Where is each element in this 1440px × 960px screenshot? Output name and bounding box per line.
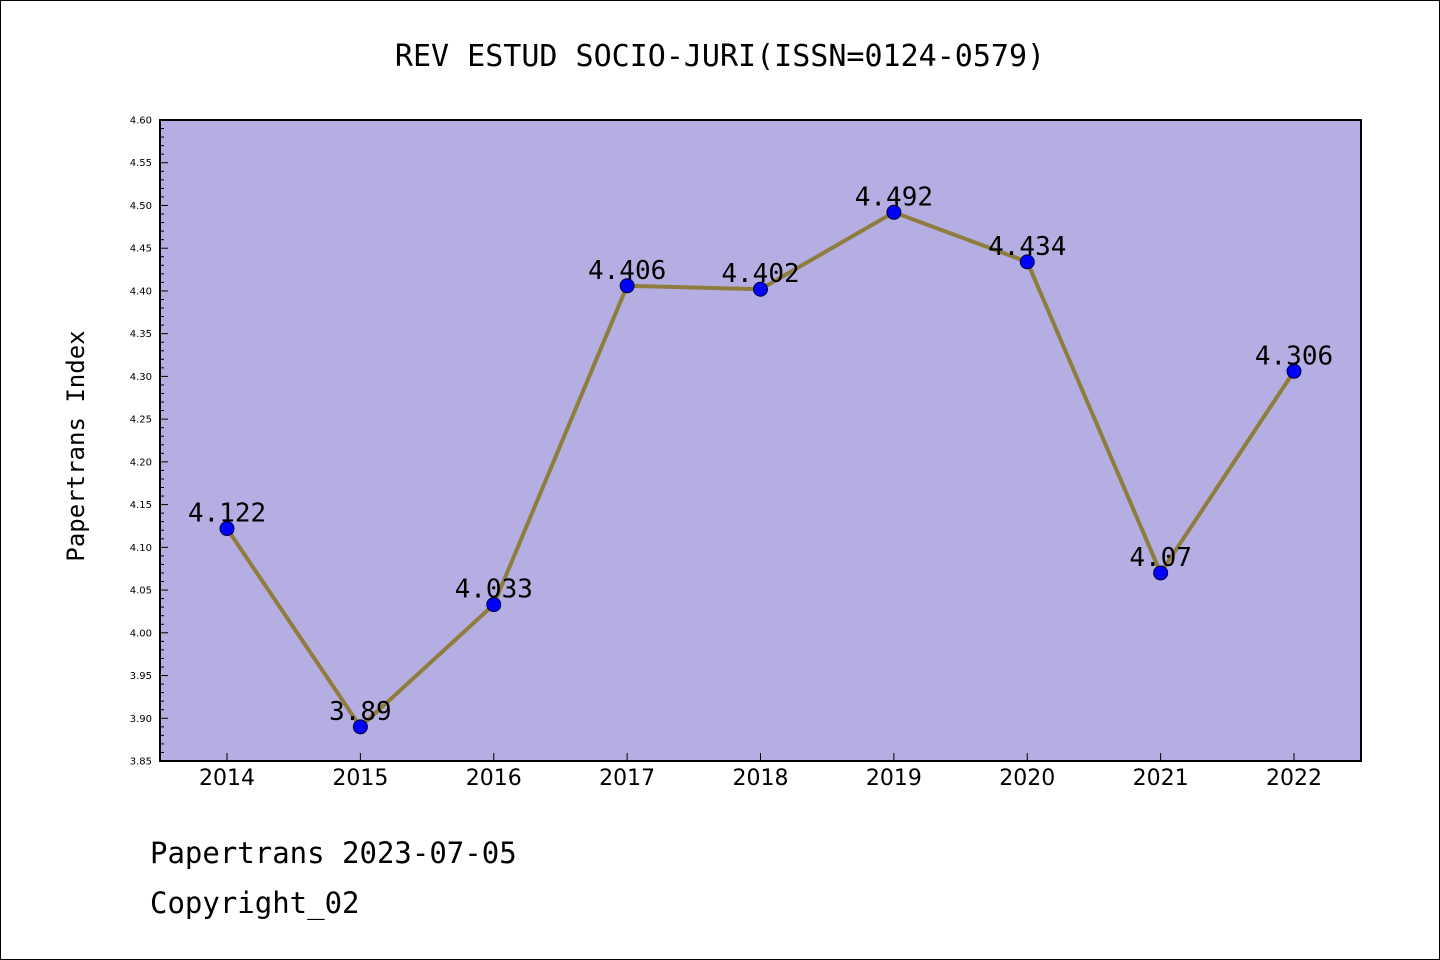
data-point (352, 719, 368, 735)
y-tick-label: 3.90 (130, 714, 152, 725)
y-tick-label: 3.85 (130, 757, 152, 768)
x-tick-label: 2021 (1133, 766, 1189, 791)
x-axis: 2014 2015 2016 2017 2018 2019 2020 2021 2022 (199, 753, 1322, 791)
data-labels: 4.122 3.89 4.033 4.406 4.402 4.492 4.434 4.07 4.… (188, 182, 1333, 727)
y-axis-label: Papertrans Index (62, 330, 90, 561)
x-tick-label: 2022 (1266, 766, 1322, 791)
data-label: 4.434 (988, 232, 1066, 262)
data-point (486, 597, 502, 613)
plot-area (159, 119, 1362, 762)
footer-date: Papertrans 2023-07-05 (150, 836, 517, 870)
data-label: 4.492 (855, 182, 933, 212)
x-tick-label: 2016 (466, 766, 522, 791)
chart-title: REV ESTUD SOCIO-JURI(ISSN=0124-0579) (395, 39, 1045, 74)
y-tick-label: 4.20 (130, 457, 152, 468)
y-tick-label: 4.50 (130, 201, 152, 212)
data-point (1019, 254, 1035, 270)
y-tick-label: 4.00 (130, 628, 152, 639)
x-tick-label: 2017 (599, 766, 655, 791)
data-points (219, 204, 1302, 735)
y-tick-label: 4.25 (130, 415, 152, 426)
x-tick-label: 2018 (733, 766, 789, 791)
data-point (1286, 363, 1302, 379)
data-label: 4.07 (1129, 543, 1192, 573)
x-tick-label: 2014 (199, 766, 255, 791)
data-label: 4.033 (455, 575, 533, 605)
data-label: 4.402 (721, 259, 799, 289)
y-tick-label: 4.45 (130, 244, 152, 255)
data-point (886, 204, 902, 220)
y-tick-label: 4.40 (130, 286, 152, 297)
y-tick-label: 4.10 (130, 543, 152, 554)
x-tick-label: 2015 (332, 766, 388, 791)
footer-copyright: Copyright_02 (150, 886, 360, 921)
y-tick-label: 4.15 (130, 500, 152, 511)
y-axis: 3.85 3.90 3.95 4.00 4.05 4.10 4.15 4.20 4.25 4.30… (130, 116, 168, 768)
y-tick-label: 4.30 (130, 372, 152, 383)
y-tick-label: 4.55 (130, 158, 152, 169)
y-tick-label: 4.60 (130, 116, 152, 127)
data-label: 4.122 (188, 499, 266, 529)
y-tick-label: 3.95 (130, 671, 152, 682)
x-tick-label: 2020 (999, 766, 1055, 791)
data-point (753, 281, 768, 297)
data-label: 4.406 (588, 256, 666, 286)
data-point (1153, 565, 1169, 581)
data-label: 4.306 (1255, 341, 1333, 371)
y-tick-label: 4.35 (130, 329, 152, 340)
y-tick-label: 4.05 (130, 586, 152, 597)
data-point (619, 278, 635, 294)
data-point (219, 521, 235, 537)
data-label: 3.89 (329, 697, 392, 727)
x-tick-label: 2019 (866, 766, 922, 791)
